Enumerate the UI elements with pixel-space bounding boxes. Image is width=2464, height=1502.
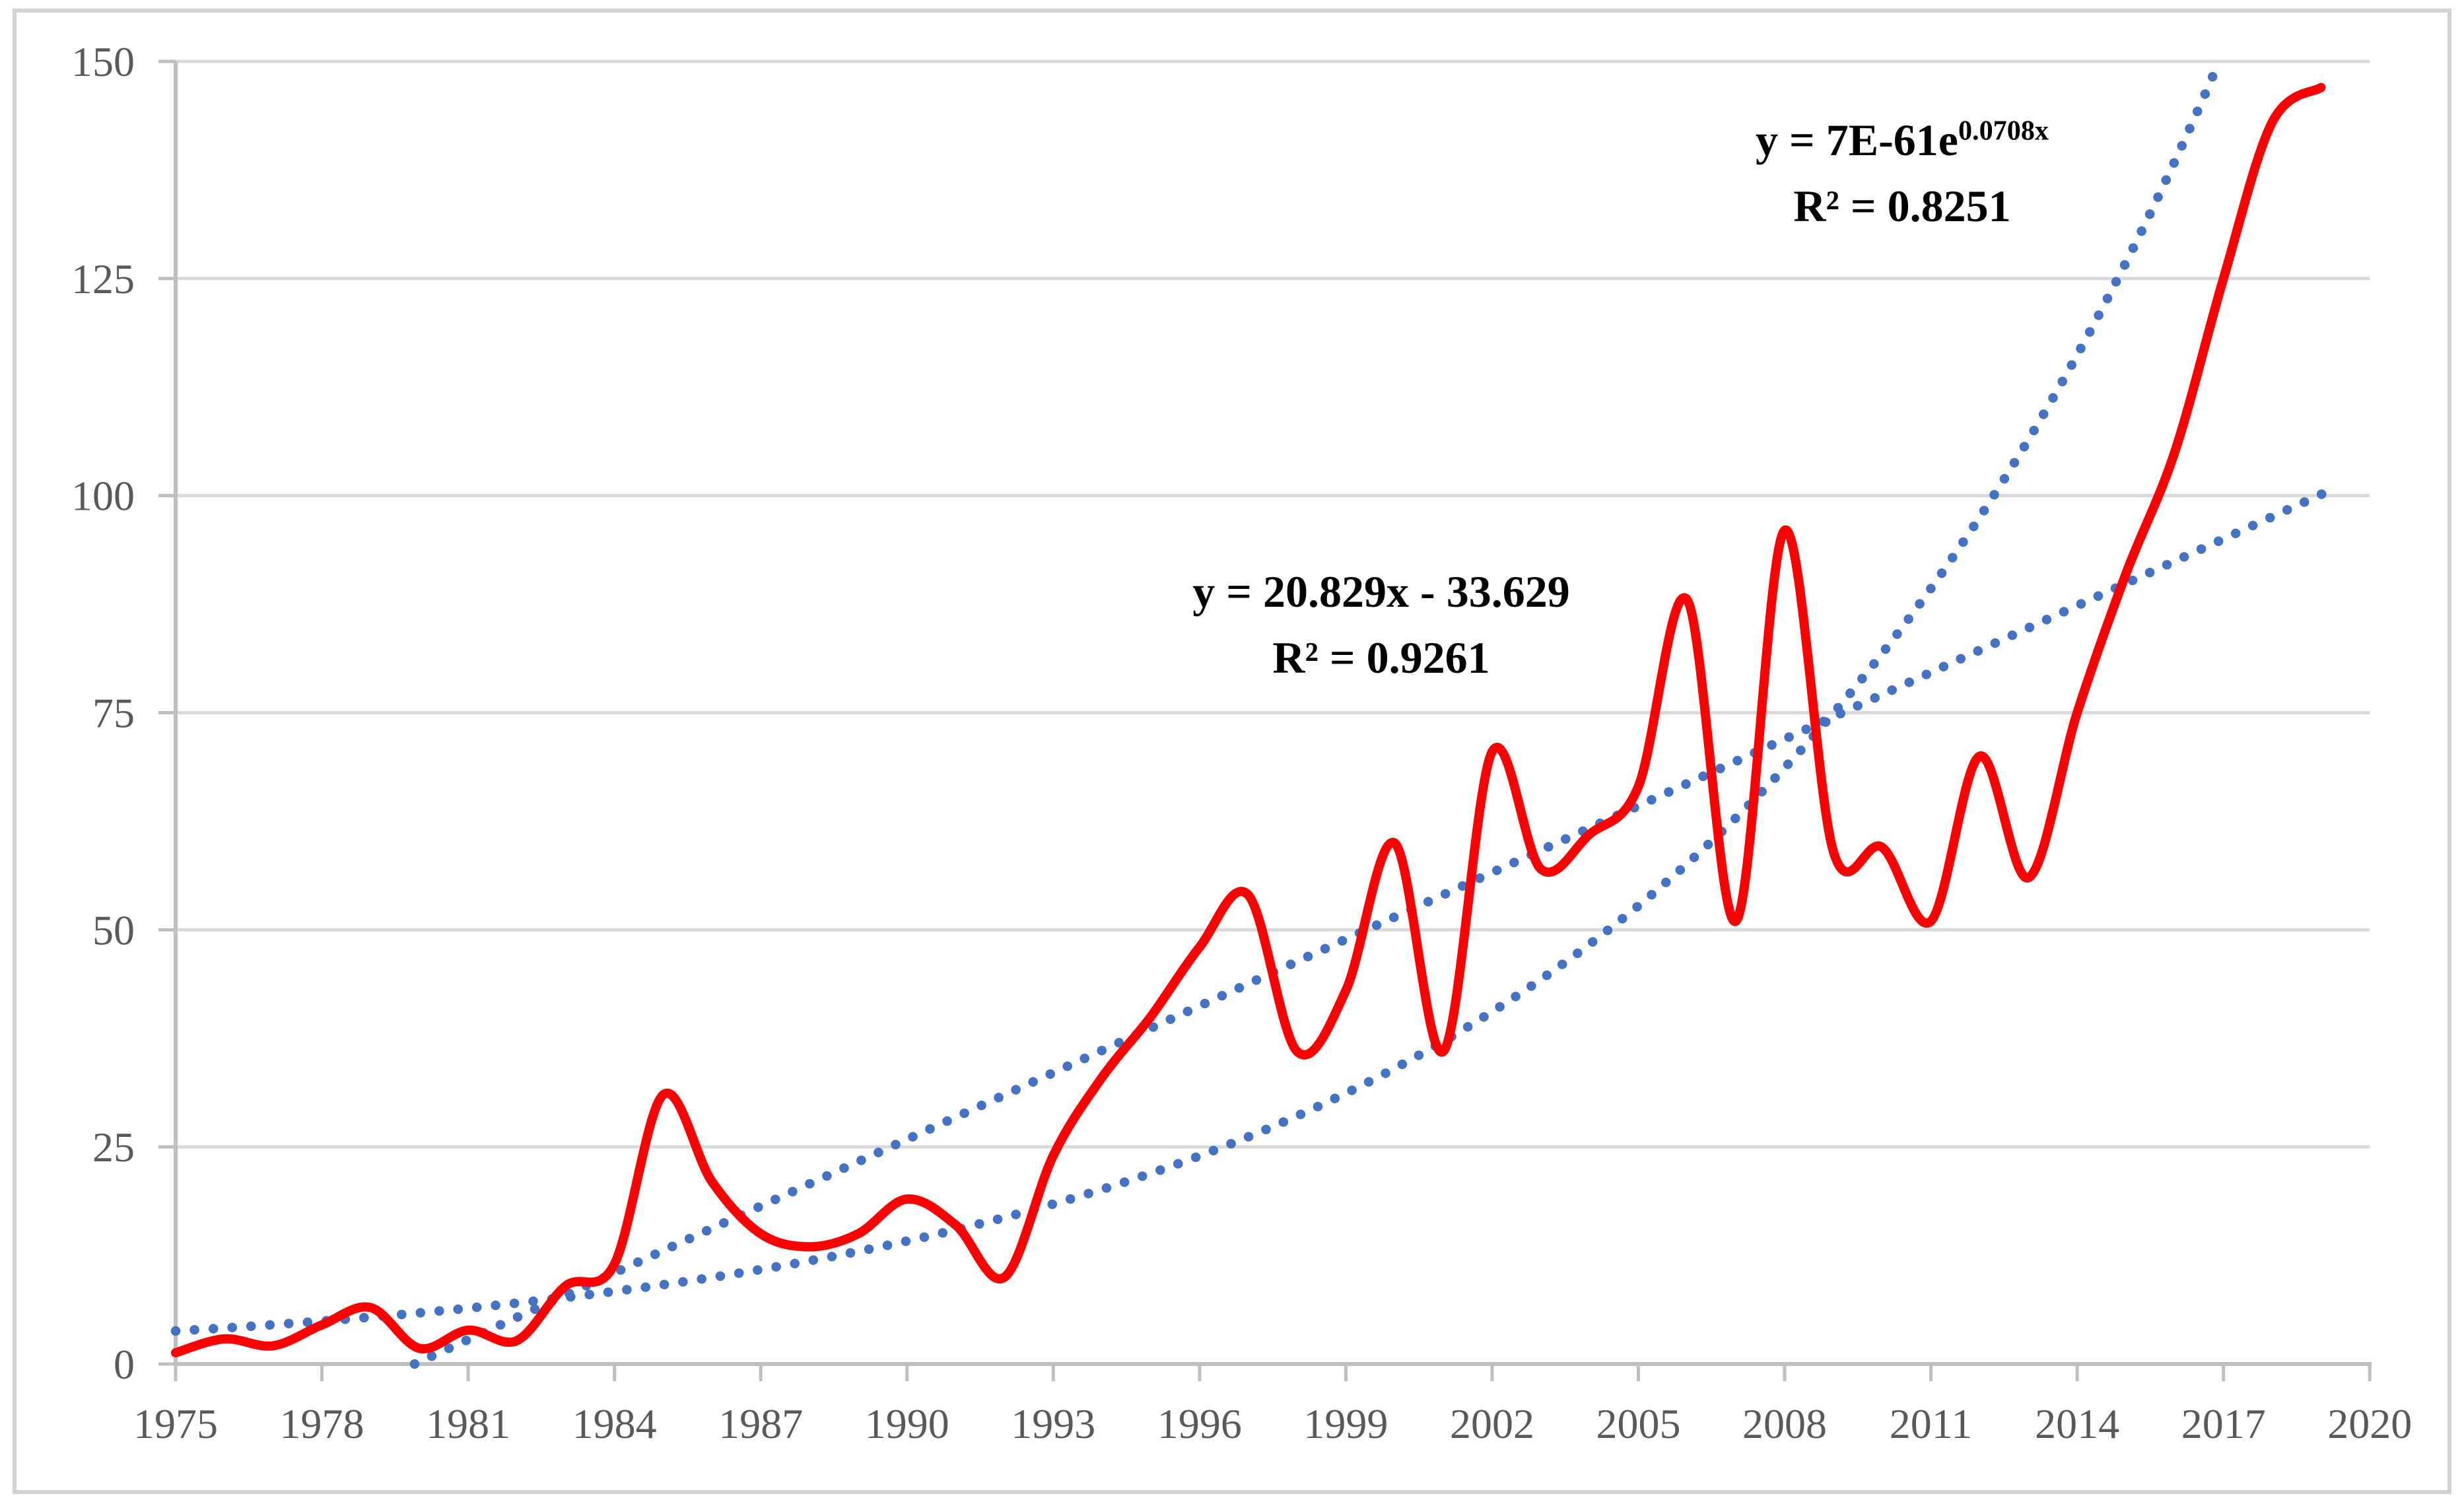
x-tick-label-2005: 2005	[1596, 1400, 1681, 1447]
y-tick-label-150: 150	[71, 38, 135, 85]
x-tick-label-1996: 1996	[1157, 1400, 1242, 1447]
plot-series-group	[170, 57, 2341, 1369]
exponent-superscript: 0.0708x	[1958, 115, 2049, 147]
x-tick-label-2017: 2017	[2181, 1400, 2266, 1447]
x-tick-label-2002: 2002	[1450, 1400, 1534, 1447]
linear-trendline	[409, 483, 2341, 1369]
x-tick-label-1993: 1993	[1011, 1400, 1095, 1447]
x-tick-label-1984: 1984	[572, 1400, 657, 1447]
exponential-trendline-equation: y = 7E-61e0.0708x	[1756, 115, 2049, 165]
x-tick-label-1981: 1981	[426, 1400, 510, 1447]
linear-trendline-equation: y = 20.829x - 33.629	[1192, 566, 1570, 617]
y-tick-label-50: 50	[92, 906, 135, 953]
chart-outer-border	[13, 9, 2451, 1494]
gridlines-group	[174, 59, 2370, 1149]
exponential-trendline-annotation: y = 7E-61e0.0708x R² = 0.8251	[1756, 107, 2049, 239]
x-tick-label-2008: 2008	[1742, 1400, 1827, 1447]
linear-trendline-annotation: y = 20.829x - 33.629 R² = 0.9261	[1192, 559, 1569, 691]
data-series-line	[171, 83, 2326, 1357]
x-tick-label-1978: 1978	[280, 1400, 364, 1447]
x-tick-label-2011: 2011	[1890, 1400, 1973, 1447]
y-tick-label-25: 25	[92, 1124, 135, 1171]
linear-trendline-r-squared: R² = 0.9261	[1272, 632, 1490, 683]
x-tick-label-1987: 1987	[718, 1400, 803, 1447]
x-tick-label-1975: 1975	[133, 1400, 218, 1447]
x-tick-label-1999: 1999	[1303, 1400, 1388, 1447]
x-tick-label-1990: 1990	[865, 1400, 949, 1447]
exponential-trendline-r-squared: R² = 0.8251	[1793, 181, 2011, 231]
y-tick-label-0: 0	[114, 1341, 135, 1388]
x-tick-label-2020: 2020	[2327, 1400, 2412, 1447]
tick-labels-group: 0 25 50 75 100 125 150 1975 1978 1981 1984 1987 1990…	[71, 38, 2412, 1447]
y-tick-label-125: 125	[71, 256, 135, 302]
y-tick-label-100: 100	[71, 473, 135, 520]
tick-marks-group	[158, 59, 2372, 1381]
exponential-trendline	[170, 57, 2224, 1336]
y-tick-label-75: 75	[92, 690, 135, 737]
x-tick-label-2014: 2014	[2035, 1400, 2119, 1447]
